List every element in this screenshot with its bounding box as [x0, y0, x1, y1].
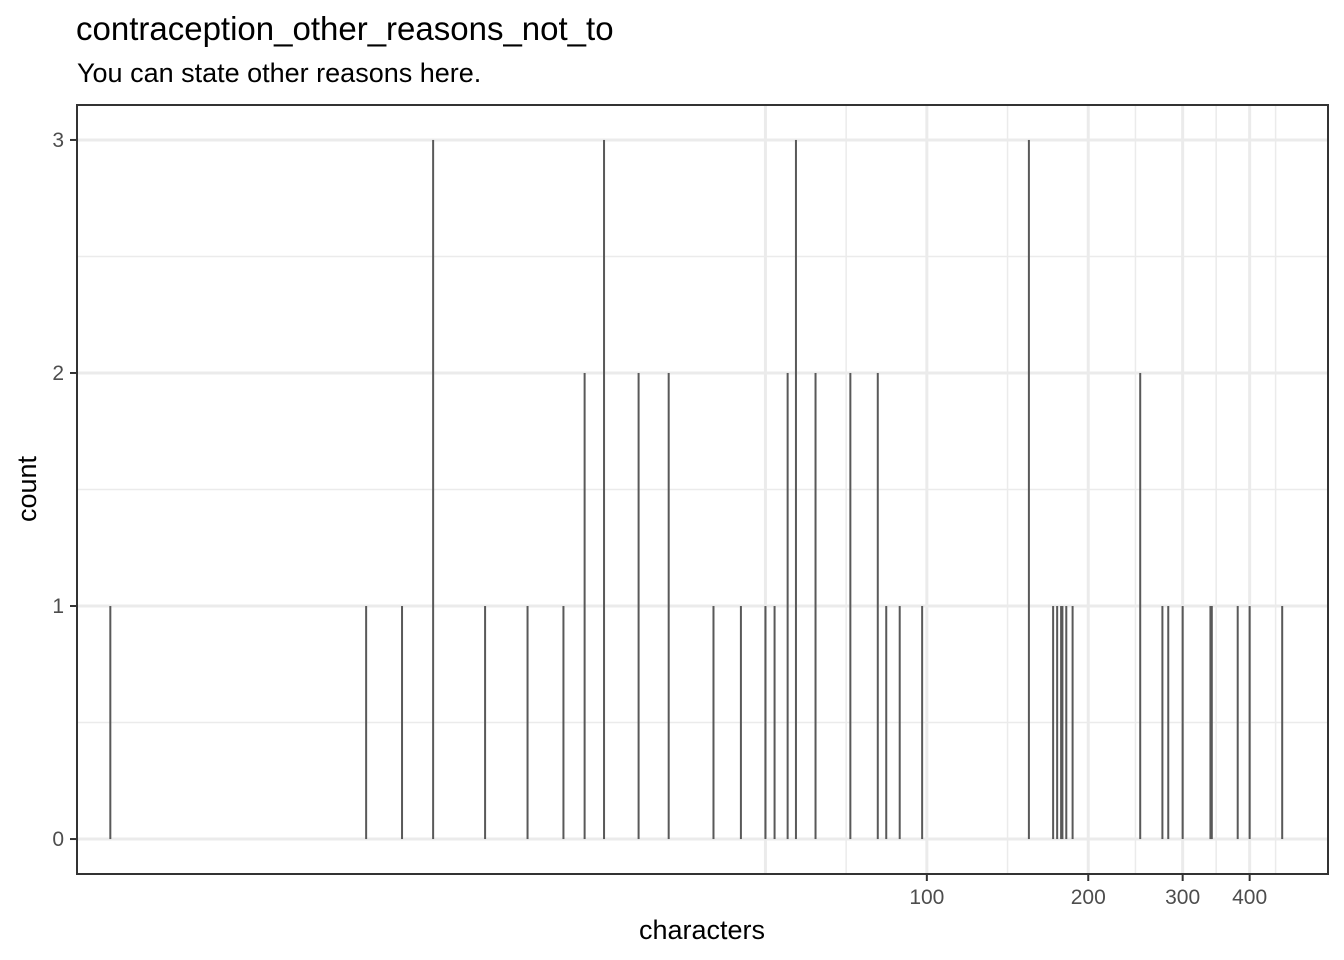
histogram-bar	[1181, 606, 1184, 840]
chart-title: contraception_other_reasons_not_to	[76, 10, 614, 47]
histogram-bar	[773, 606, 776, 840]
histogram-bar	[401, 606, 404, 840]
x-axis-title: characters	[639, 915, 765, 945]
histogram-bar	[432, 139, 435, 840]
x-axis: 100 200 300 400	[909, 874, 1267, 909]
histogram-bar	[667, 372, 670, 840]
histogram-bar	[1236, 606, 1239, 840]
histogram-bar	[1061, 606, 1064, 840]
histogram-bar	[526, 606, 529, 840]
x-tick-label: 400	[1232, 886, 1267, 909]
histogram-bar	[1281, 606, 1284, 840]
histogram-bar	[1052, 606, 1055, 840]
histogram-bar	[1167, 606, 1170, 840]
histogram-bar	[921, 606, 924, 840]
y-tick-label: 3	[52, 129, 64, 152]
histogram-bar	[876, 372, 879, 840]
histogram-bar	[1209, 606, 1212, 840]
histogram-bar	[1139, 372, 1142, 840]
histogram-bar	[1161, 606, 1164, 840]
histogram-bar	[1210, 606, 1213, 840]
y-axis-title: count	[12, 455, 42, 522]
histogram-bar	[712, 606, 715, 840]
x-tick-label: 200	[1071, 886, 1106, 909]
histogram-bar	[739, 606, 742, 840]
histogram-bar	[583, 372, 586, 840]
y-axis: 0 1 2 3	[52, 129, 77, 851]
histogram-bar	[109, 606, 112, 840]
histogram-bar	[562, 606, 565, 840]
histogram-bar	[814, 372, 817, 840]
histogram-bar	[1065, 606, 1068, 840]
histogram-bar	[484, 606, 487, 840]
histogram-bar	[786, 372, 789, 840]
histogram-bar	[1060, 606, 1063, 840]
histogram-bar	[849, 372, 852, 840]
y-tick-label: 1	[52, 595, 64, 618]
y-tick-label: 2	[52, 362, 64, 385]
y-tick-label: 0	[52, 828, 64, 851]
histogram-bar	[603, 139, 606, 840]
bars	[109, 139, 1284, 840]
histogram-bar	[365, 606, 368, 840]
histogram-bar	[637, 372, 640, 840]
histogram-bar	[1071, 606, 1074, 840]
histogram-bar	[885, 606, 888, 840]
histogram-bar	[1056, 606, 1059, 840]
histogram-bar	[898, 606, 901, 840]
chart-subtitle: You can state other reasons here.	[77, 58, 482, 88]
x-tick-label: 300	[1165, 886, 1200, 909]
histogram-bar	[1027, 139, 1030, 840]
x-tick-label: 100	[909, 886, 944, 909]
histogram-bar	[1248, 606, 1251, 840]
plot-border	[76, 104, 1329, 875]
histogram-bar	[764, 606, 767, 840]
histogram-bar	[794, 139, 797, 840]
